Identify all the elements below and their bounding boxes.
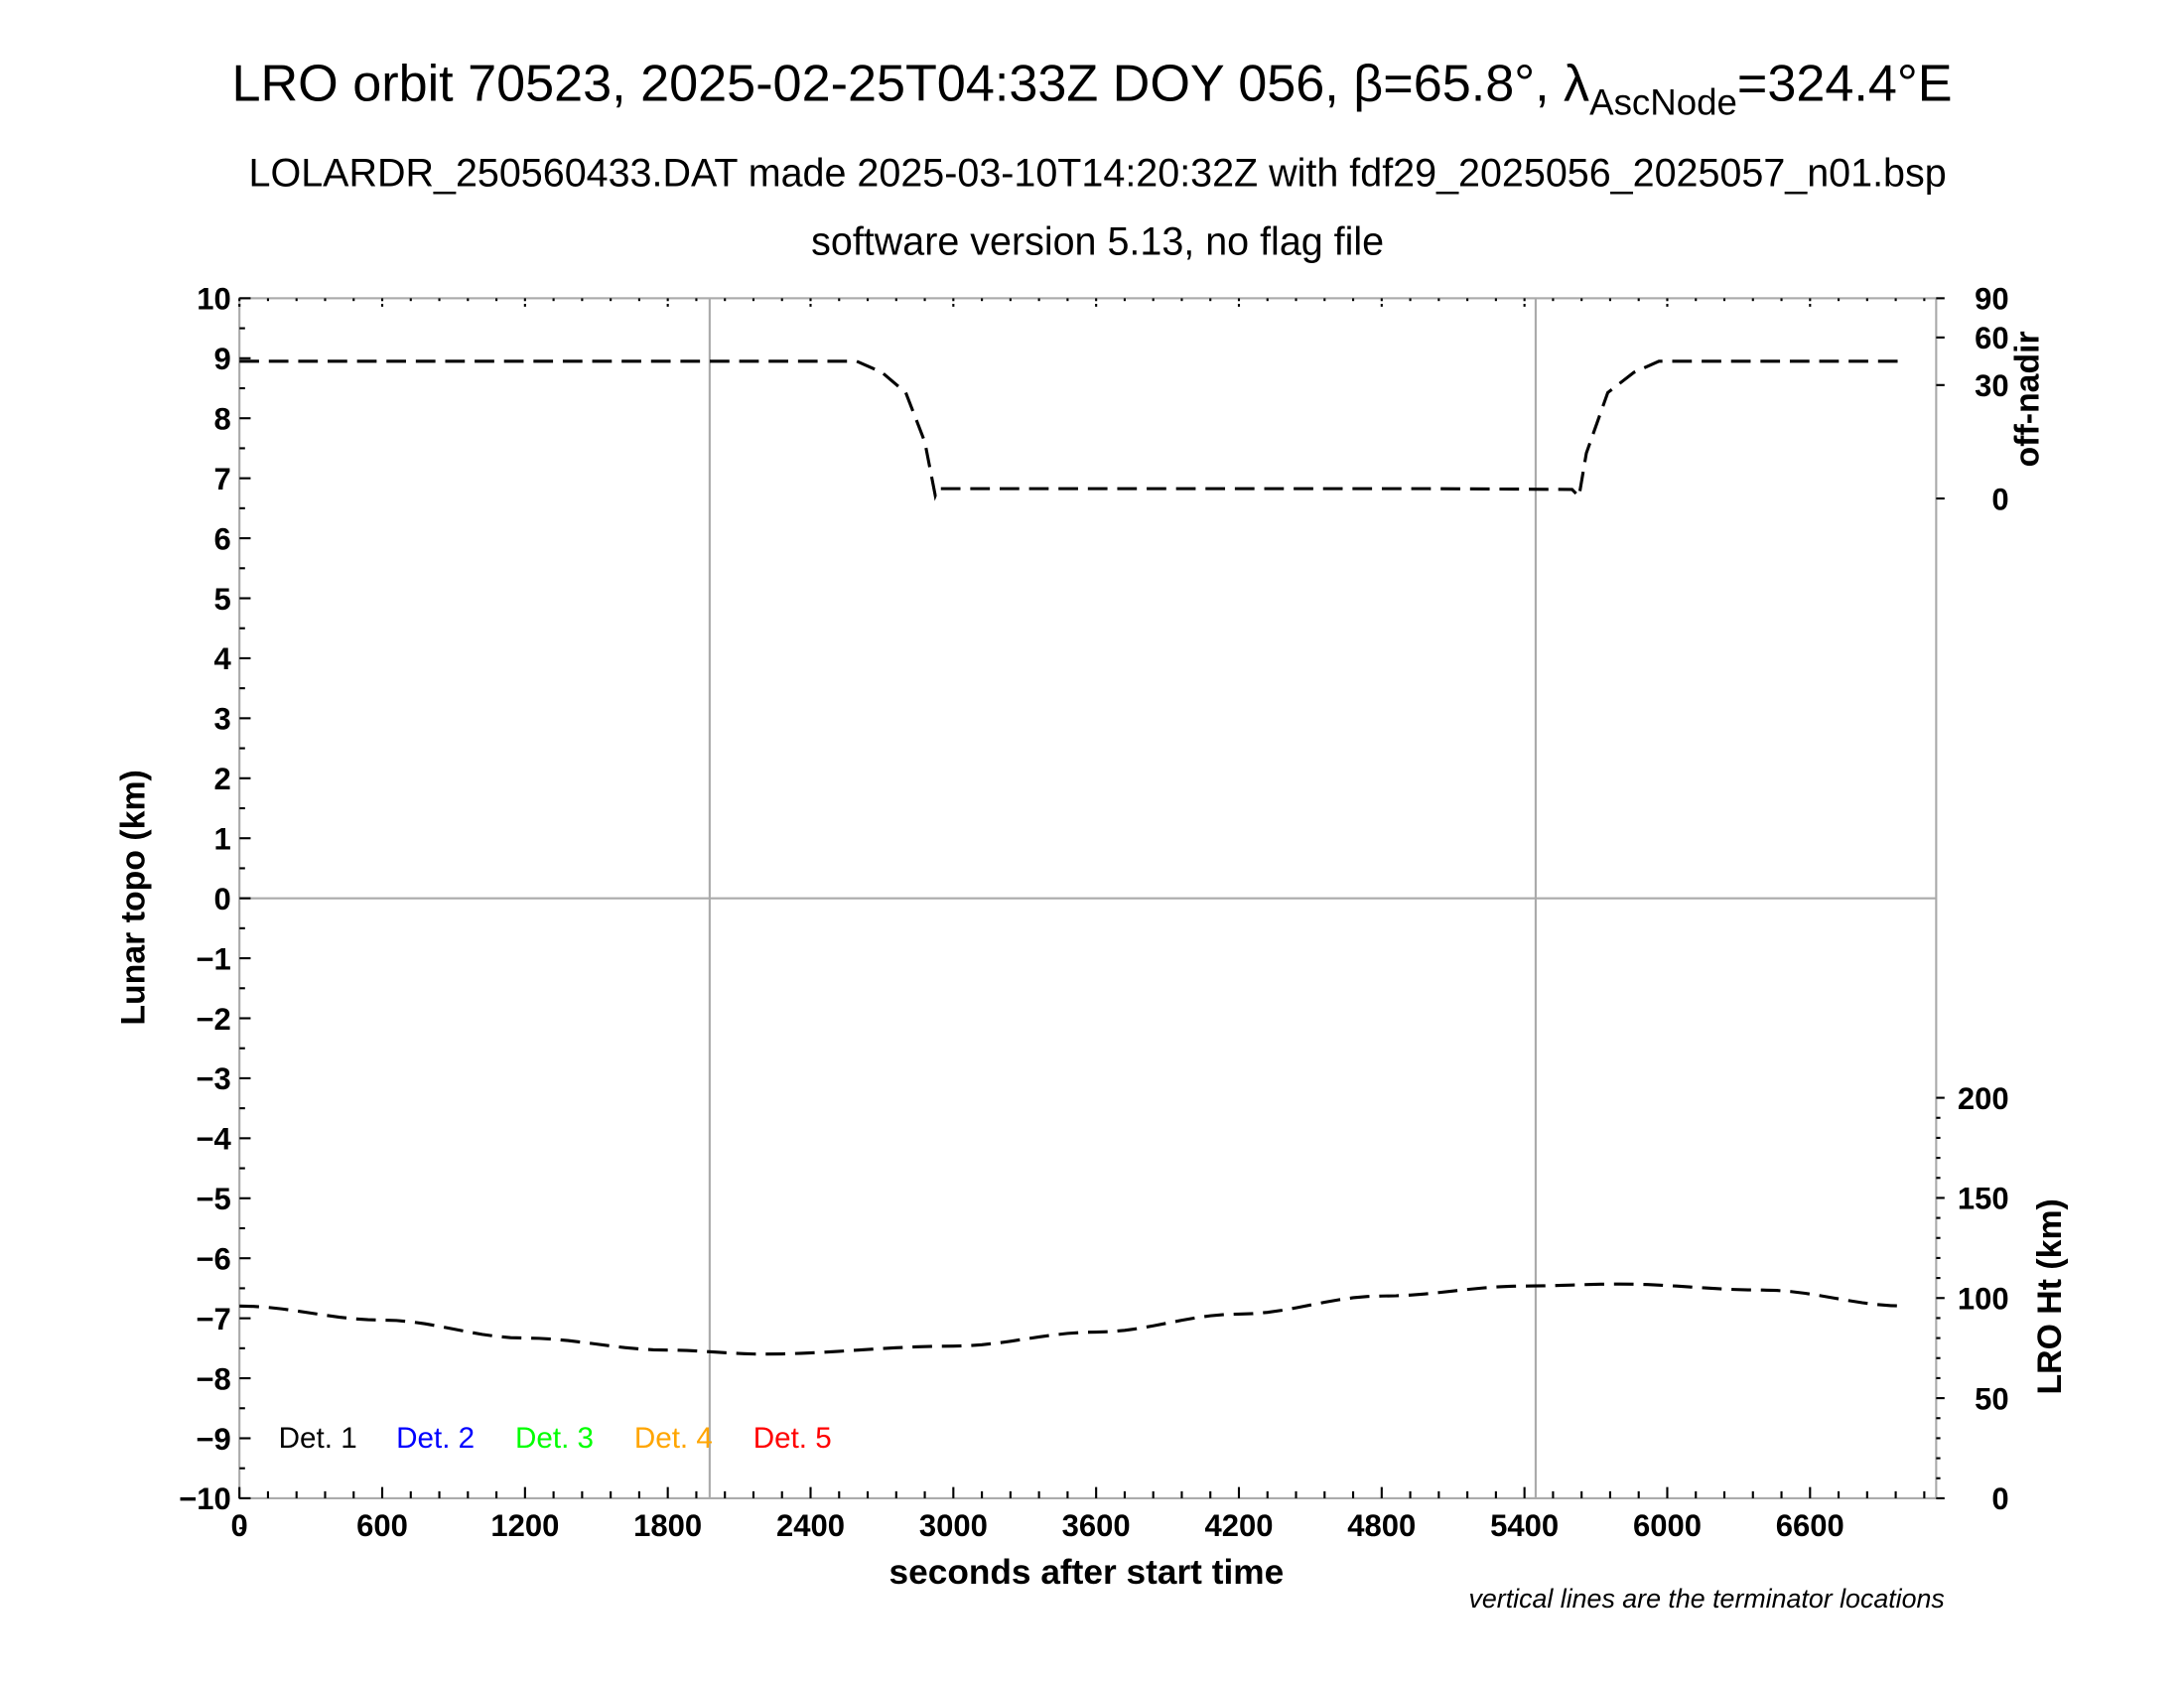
y-tick-label: 10 [197, 282, 230, 317]
y-tick-label: 8 [213, 402, 230, 437]
x-tick-label: 6600 [1776, 1508, 1844, 1543]
ht-tick-label: 200 [1958, 1081, 2009, 1116]
y-tick-label: 0 [213, 882, 230, 916]
x-tick-label: 4200 [1204, 1508, 1273, 1543]
off-nadir-line [239, 359, 1900, 501]
y-axis-left-label: Lunar topo (km) [114, 770, 152, 1025]
y-tick-label: 3 [213, 702, 230, 737]
x-axis-label: seconds after start time [889, 1553, 1285, 1592]
y-tick-label: −10 [179, 1481, 231, 1516]
chart-subtitle-1: LOLARDR_250560433.DAT made 2025-03-10T14… [249, 152, 1947, 196]
ht-tick-label: 100 [1958, 1282, 2009, 1317]
terminator-note: vertical lines are the terminator locati… [1469, 1584, 1945, 1614]
lro-ht-label: LRO Ht (km) [2031, 1198, 2069, 1394]
x-tick-label: 0 [231, 1508, 248, 1543]
y-tick-label: 5 [213, 582, 230, 617]
y-tick-label: −1 [196, 941, 230, 976]
y-tick-label: −2 [196, 1002, 230, 1037]
y-tick-label: 1 [213, 821, 230, 856]
off-nadir-tick-label: 60 [1975, 321, 2009, 355]
x-tick-label: 600 [356, 1508, 408, 1543]
y-tick-label: −5 [196, 1182, 230, 1216]
off-nadir-axis: 90 60 30 0 [1936, 282, 2009, 516]
x-tick-label: 3600 [1062, 1508, 1131, 1543]
series-lines [239, 359, 1906, 1356]
ht-tick-label: 150 [1958, 1182, 2009, 1216]
legend-item: Det. 3 [515, 1422, 594, 1455]
y-tick-label: 6 [213, 521, 230, 556]
off-nadir-label: off-nadir [2008, 331, 2046, 467]
y-tick-label: 4 [213, 641, 231, 676]
x-tick-label: 3000 [919, 1508, 988, 1543]
ht-tick-label: 50 [1975, 1381, 2009, 1416]
legend-item: Det. 1 [279, 1422, 357, 1455]
y-tick-label: −6 [196, 1241, 230, 1276]
lro-ht-line [239, 1282, 1906, 1356]
x-tick-label: 6000 [1633, 1508, 1702, 1543]
x-axis: 0 600 1200 1800 2400 3000 3600 4200 4800 5400 6000… [231, 298, 1926, 1543]
y-tick-label: −3 [196, 1061, 230, 1096]
chart-title: LRO orbit 70523, 2025-02-25T04:33Z DOY 0… [231, 56, 1952, 123]
y-tick-label: −8 [196, 1361, 230, 1396]
x-tick-label: 5400 [1490, 1508, 1559, 1543]
y-tick-label: −9 [196, 1422, 230, 1457]
lro-ht-axis: 200 150 100 50 0 [1936, 1081, 2009, 1516]
x-tick-label: 2400 [776, 1508, 845, 1543]
y-tick-label: 7 [213, 462, 230, 496]
off-nadir-tick-label: 30 [1975, 368, 2009, 403]
grid [239, 298, 1937, 1498]
y-tick-label: 9 [213, 342, 230, 376]
legend-item: Det. 4 [634, 1422, 713, 1455]
off-nadir-tick-label: 0 [1991, 482, 2008, 516]
legend-item: Det. 5 [753, 1422, 832, 1455]
legend: Det. 1 Det. 2 Det. 3 Det. 4 Det. 5 [279, 1422, 832, 1455]
y-tick-label: −7 [196, 1302, 230, 1336]
x-tick-label: 1200 [490, 1508, 559, 1543]
chart-subtitle-2: software version 5.13, no flag file [811, 220, 1384, 264]
x-tick-label: 4800 [1347, 1508, 1416, 1543]
y-tick-label: −4 [196, 1122, 231, 1157]
ht-tick-label: 0 [1991, 1481, 2008, 1516]
x-tick-label: 1800 [633, 1508, 702, 1543]
legend-item: Det. 2 [396, 1422, 475, 1455]
off-nadir-tick-label: 90 [1975, 282, 2009, 317]
y-tick-label: 2 [213, 762, 230, 796]
